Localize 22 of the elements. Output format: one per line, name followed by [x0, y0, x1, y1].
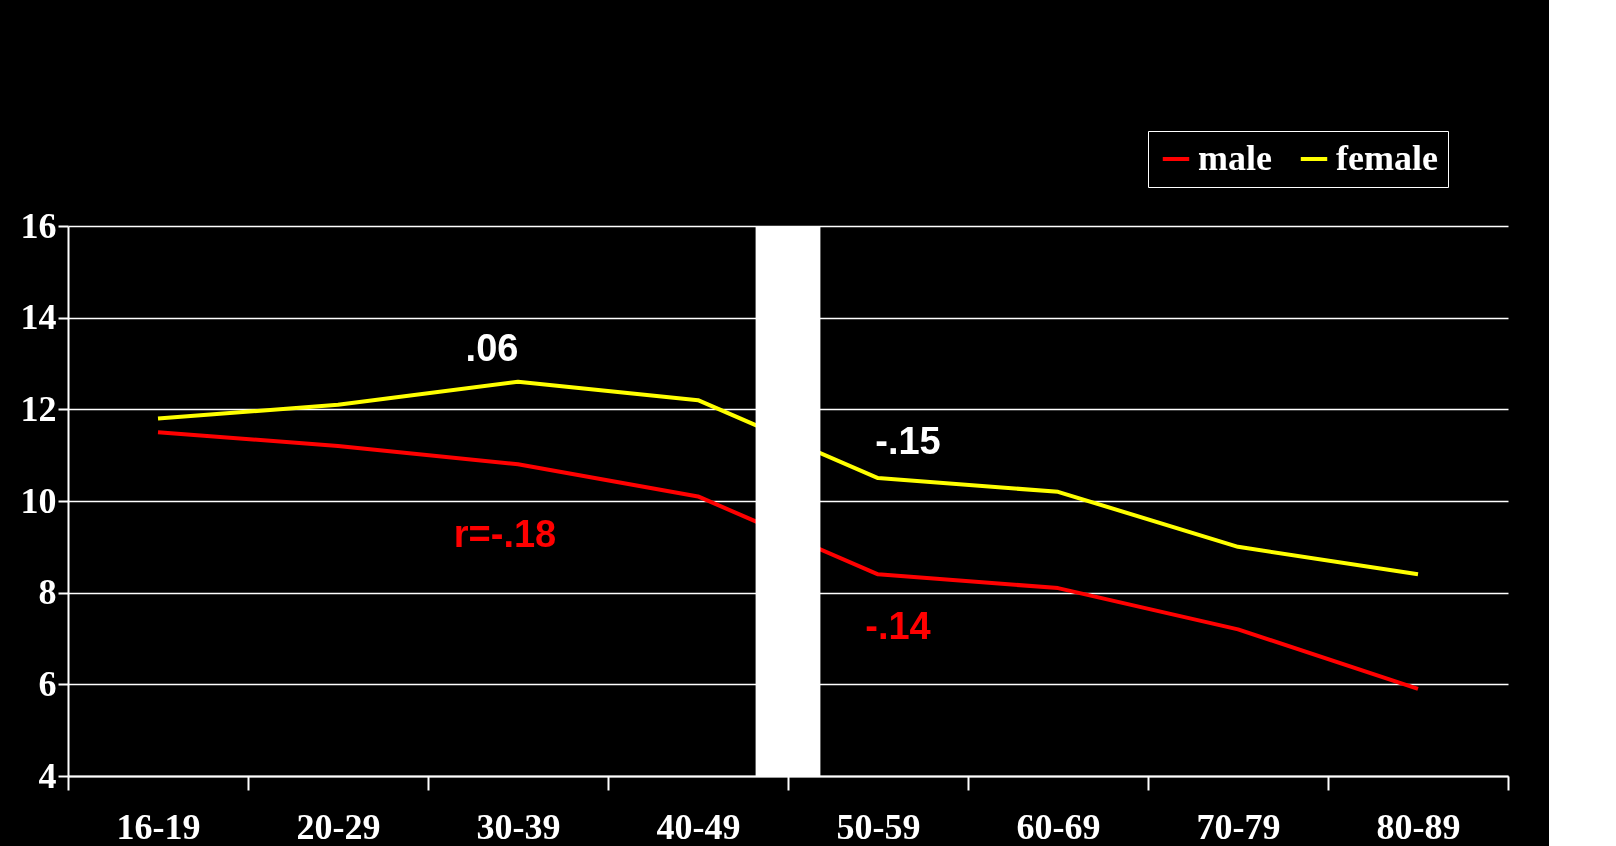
annotation: -.14 [865, 605, 931, 647]
x-tick-label: 70-79 [1196, 806, 1281, 846]
y-tick-label: 4 [38, 755, 57, 796]
annotation: .06 [465, 327, 519, 369]
annotation: -.15 [875, 420, 941, 462]
x-tick-label: 20-29 [296, 806, 381, 846]
x-tick-label: 60-69 [1016, 806, 1101, 846]
y-tick-label: 14 [20, 297, 57, 338]
line-series [156, 379, 1420, 577]
y-tick-label: 16 [20, 205, 57, 246]
y-tick-label: 12 [20, 388, 57, 429]
y-tick-label: 10 [20, 480, 57, 521]
legend-label: female [1336, 138, 1438, 178]
x-tick-label: 40-49 [656, 806, 741, 846]
y-tick-label: 8 [38, 572, 57, 613]
x-tick-label: 16-19 [116, 806, 201, 846]
x-tick-label: 50-59 [836, 806, 921, 846]
annotation: r=-.18 [453, 513, 557, 555]
legend-label: male [1198, 138, 1272, 178]
y-tick-label: 6 [38, 663, 57, 704]
x-tick-label: 80-89 [1376, 806, 1461, 846]
x-tick-label: 30-39 [476, 806, 561, 846]
